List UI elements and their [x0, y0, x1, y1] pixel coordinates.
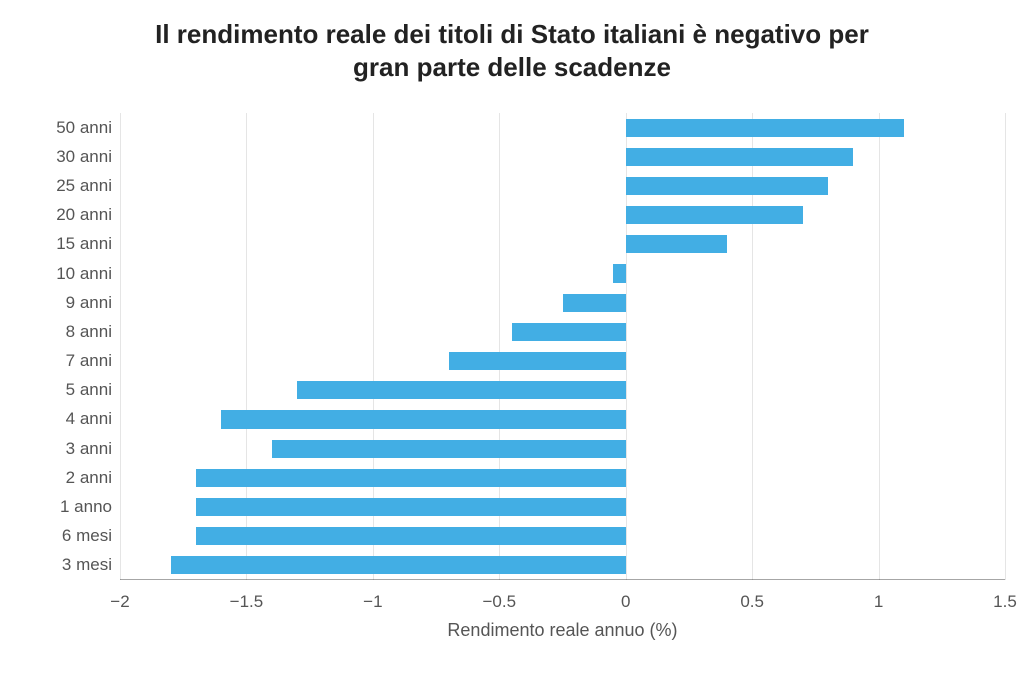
bar: [512, 323, 626, 341]
x-tick-label: 1: [874, 592, 883, 612]
x-tick-label: 1.5: [993, 592, 1017, 612]
y-tick-label: 8 anni: [66, 322, 112, 342]
x-tick-label: −2: [110, 592, 129, 612]
gridline: [879, 113, 880, 580]
bar: [297, 381, 626, 399]
chart-title-line2: gran parte delle scadenze: [0, 51, 1024, 84]
bar: [272, 440, 626, 458]
bar: [626, 148, 854, 166]
bar: [196, 469, 626, 487]
bar: [221, 410, 626, 428]
chart-container: Il rendimento reale dei titoli di Stato …: [0, 0, 1024, 683]
y-tick-label: 15 anni: [56, 234, 112, 254]
x-axis-line: [120, 579, 1005, 580]
bar: [626, 235, 727, 253]
x-tick-label: 0.5: [740, 592, 764, 612]
y-tick-label: 25 anni: [56, 176, 112, 196]
gridline: [1005, 113, 1006, 580]
y-tick-label: 5 anni: [66, 380, 112, 400]
y-tick-label: 9 anni: [66, 293, 112, 313]
y-tick-label: 30 anni: [56, 147, 112, 167]
y-tick-label: 1 anno: [60, 497, 112, 517]
bar: [626, 206, 803, 224]
y-tick-label: 20 anni: [56, 205, 112, 225]
bar: [626, 177, 828, 195]
x-tick-label: −1: [363, 592, 382, 612]
x-tick-label: 0: [621, 592, 630, 612]
bar: [613, 264, 626, 282]
y-tick-label: 4 anni: [66, 409, 112, 429]
y-tick-label: 2 anni: [66, 468, 112, 488]
chart-title: Il rendimento reale dei titoli di Stato …: [0, 0, 1024, 83]
bar: [563, 294, 626, 312]
y-tick-label: 6 mesi: [62, 526, 112, 546]
y-tick-label: 10 anni: [56, 264, 112, 284]
x-axis-label: Rendimento reale annuo (%): [120, 620, 1005, 641]
x-tick-label: −1.5: [230, 592, 264, 612]
y-tick-label: 50 anni: [56, 118, 112, 138]
y-tick-label: 7 anni: [66, 351, 112, 371]
y-tick-label: 3 anni: [66, 439, 112, 459]
bar: [196, 498, 626, 516]
bar: [449, 352, 626, 370]
gridline: [120, 113, 121, 580]
plot-area: [120, 113, 1005, 580]
bar: [171, 556, 626, 574]
chart-title-line1: Il rendimento reale dei titoli di Stato …: [0, 18, 1024, 51]
bar: [626, 119, 904, 137]
bar: [196, 527, 626, 545]
y-tick-label: 3 mesi: [62, 555, 112, 575]
x-tick-label: −0.5: [483, 592, 517, 612]
